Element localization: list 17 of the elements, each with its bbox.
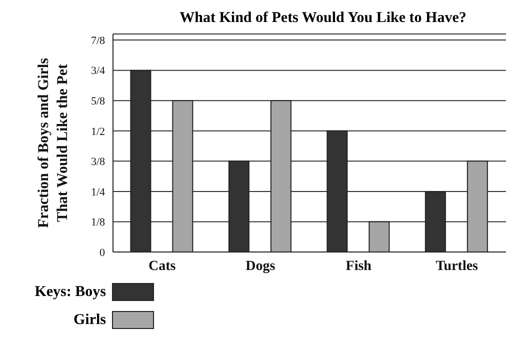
legend-label: Boys	[75, 284, 106, 300]
y-tick-label: 5/8	[90, 96, 106, 108]
x-tick-label: Dogs	[246, 258, 276, 274]
y-tick-label: 1/8	[90, 216, 106, 229]
y-tick-label: 1/2	[90, 126, 105, 138]
y-tick-label: 7/8	[90, 34, 106, 47]
legend-label: Girls	[72, 312, 107, 328]
x-tick-label: Fish	[346, 258, 372, 274]
x-tick-label: Turtles	[436, 258, 479, 274]
y-axis-title: Fraction of Boys and Girls That Would Like the Pet	[36, 58, 71, 228]
y-tick-label: 0	[100, 246, 106, 259]
y-tick-label: 3/8	[90, 156, 106, 168]
y-tick-label: 1/4	[90, 186, 106, 198]
y-tick-label: 3/4	[90, 65, 106, 78]
chart-title: What Kind of Pets Would You Like to Have?	[178, 10, 468, 27]
legend-title: Keys:	[34, 284, 72, 300]
x-tick-label: Cats	[148, 258, 176, 274]
